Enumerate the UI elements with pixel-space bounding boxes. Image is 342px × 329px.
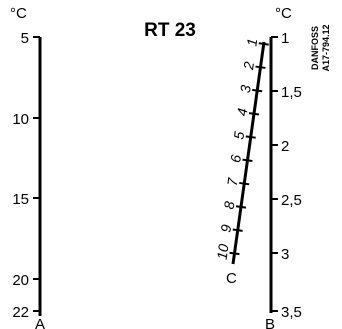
diagram-title: RT 23 (144, 20, 196, 41)
scale-c-tick (258, 42, 269, 46)
scale-c-tick-label: 4 (234, 107, 251, 117)
scale-c-tick (242, 158, 253, 163)
scale-a-name: A (35, 316, 45, 329)
scale-b-tick-label: 3,5 (281, 304, 302, 321)
scale-c-tick-label: 2 (240, 60, 257, 71)
scale-b-name: B (265, 316, 275, 329)
scale-c-tick-label: 5 (230, 130, 247, 140)
scale-b: 1 1,5 2 2,5 3 3,5 B (265, 30, 302, 329)
vendor-code: A17-794.12 (321, 24, 331, 71)
scale-a: 5 10 15 20 22 A (12, 30, 45, 329)
scale-c-tick (252, 88, 263, 93)
scale-c-name: C (226, 270, 237, 287)
scale-a-tick-label: 22 (12, 304, 29, 321)
scale-c-tick (239, 181, 250, 186)
scale-b-tick-label: 2 (281, 138, 289, 155)
scale-b-tick-label: 1 (281, 30, 289, 47)
scale-c-tick-label: 9 (217, 223, 234, 233)
scale-c: 1 2 3 4 5 6 7 8 9 10 C (214, 37, 269, 287)
scale-a-tick-label: 15 (12, 191, 29, 208)
scale-c-tick-label: 3 (237, 84, 254, 94)
scale-a-tick-label: 20 (12, 272, 29, 289)
scale-c-tick (245, 135, 256, 139)
scale-b-tick-label: 3 (281, 246, 289, 263)
vendor-name: DANFOSS (310, 26, 320, 70)
scale-c-tick (248, 112, 260, 116)
scale-c-axis (231, 41, 266, 265)
scale-c-tick (229, 251, 240, 256)
scale-c-tick (255, 65, 266, 69)
scale-c-tick-label: 7 (224, 176, 241, 187)
scale-c-tick-label: 8 (221, 200, 238, 210)
vendor-mark: DANFOSS A17-794.12 (310, 24, 331, 71)
scale-a-tick-label: 5 (21, 30, 29, 47)
scale-c-tick (232, 228, 243, 232)
scale-c-tick-label: 1 (243, 37, 260, 47)
scale-c-tick-label: 10 (214, 243, 232, 261)
scale-a-tick-label: 10 (12, 111, 29, 128)
scale-c-tick-label: 6 (227, 154, 244, 164)
unit-label-b: °C (275, 5, 292, 22)
scale-b-tick-label: 1,5 (281, 84, 302, 101)
scale-c-tick (235, 205, 247, 209)
unit-label-a: °C (10, 5, 27, 22)
scale-b-tick-label: 2,5 (281, 192, 302, 209)
